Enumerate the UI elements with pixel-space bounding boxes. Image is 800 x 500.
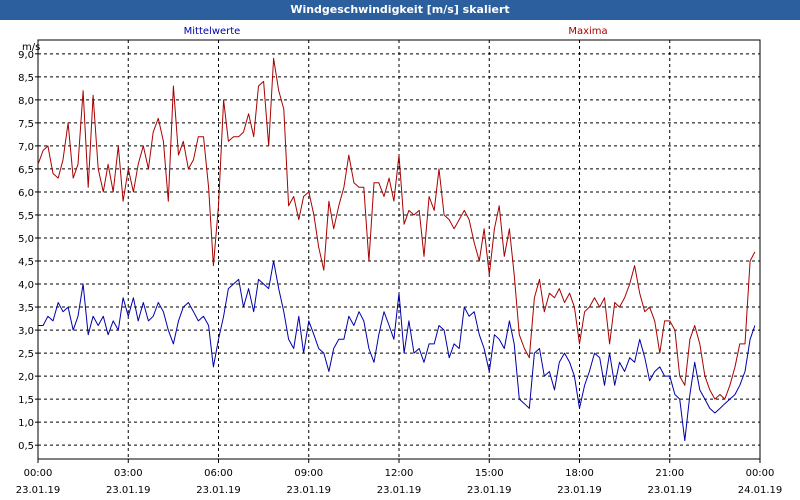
y-tick-label: 6,5	[18, 165, 34, 176]
y-tick-label: 2,5	[18, 349, 34, 360]
series-line-maxima	[37, 57, 756, 400]
x-tick-time-label: 12:00	[385, 468, 414, 479]
x-tick-date-label: 23.01.19	[557, 485, 602, 496]
x-tick-date-label: 24.01.19	[738, 485, 783, 496]
x-tick-time-label: 06:00	[204, 468, 233, 479]
legend-entry-maxima: Maxima	[568, 26, 607, 37]
y-axis-ticks: 0,5 1,0 1,5 2,0 2,5 3,0 3,5 4,0 4,5 5,0 5,5 6,0 6,5 7…	[18, 50, 38, 452]
x-tick-time-label: 03:00	[114, 468, 143, 479]
x-tick-date-label: 23.01.19	[286, 485, 331, 496]
y-tick-label: 3,0	[18, 326, 34, 337]
x-tick-time-label: 09:00	[294, 468, 323, 479]
x-tick-time-label: 00:00	[746, 468, 775, 479]
x-tick-date-label: 23.01.19	[106, 485, 151, 496]
y-tick-label: 0,5	[18, 441, 34, 452]
chart-background	[0, 20, 800, 500]
x-tick-time-label: 21:00	[655, 468, 684, 479]
x-tick-time-label: 18:00	[565, 468, 594, 479]
x-tick-date-label: 23.01.19	[647, 485, 692, 496]
x-tick-date-label: 23.01.19	[16, 485, 61, 496]
x-axis-ticks: 00:00 23.01.19 03:00 23.01.19 06:00 23.01.19 0…	[16, 459, 783, 496]
y-axis-label: m/s	[22, 42, 40, 53]
y-tick-label: 8,0	[18, 96, 34, 107]
y-tick-label: 8,5	[18, 73, 34, 84]
grid	[38, 40, 760, 459]
y-tick-label: 4,0	[18, 280, 34, 291]
series-line-mittelwerte	[38, 260, 756, 442]
x-tick-date-label: 23.01.19	[467, 485, 512, 496]
y-tick-label: 1,5	[18, 395, 34, 406]
y-tick-label: 4,5	[18, 257, 34, 268]
y-tick-label: 7,5	[18, 119, 34, 130]
y-tick-label: 5,0	[18, 234, 34, 245]
legend-entry-mittelwerte: Mittelwerte	[184, 26, 241, 37]
y-tick-label: 1,0	[18, 418, 34, 429]
y-tick-label: 9,0	[18, 50, 34, 61]
y-tick-label: 3,5	[18, 303, 34, 314]
x-tick-date-label: 23.01.19	[377, 485, 422, 496]
y-tick-label: 7,0	[18, 142, 34, 153]
window-title: Windgeschwindigkeit [m/s] skaliert	[0, 0, 800, 20]
series-lines	[37, 57, 756, 442]
y-tick-label: 2,0	[18, 372, 34, 383]
x-tick-date-label: 23.01.19	[196, 485, 241, 496]
y-tick-label: 6,0	[18, 188, 34, 199]
y-tick-label: 5,5	[18, 211, 34, 222]
x-tick-time-label: 00:00	[24, 468, 53, 479]
x-tick-time-label: 15:00	[475, 468, 504, 479]
